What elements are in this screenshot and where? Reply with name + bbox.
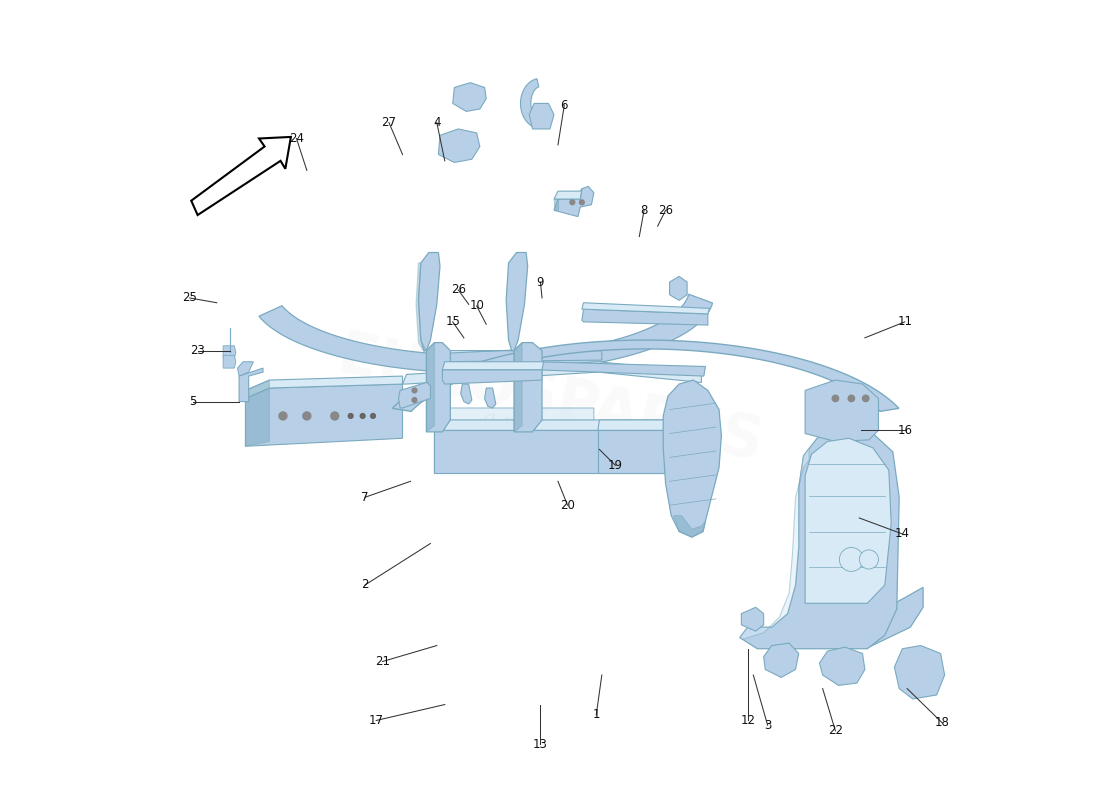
Polygon shape xyxy=(427,342,434,432)
Text: ferrari: ferrari xyxy=(507,432,593,472)
Circle shape xyxy=(570,200,574,205)
Circle shape xyxy=(302,412,311,420)
Text: 21: 21 xyxy=(375,655,390,668)
Text: 24: 24 xyxy=(289,132,304,145)
Text: 12: 12 xyxy=(740,714,756,727)
Polygon shape xyxy=(582,302,710,314)
Polygon shape xyxy=(453,82,486,111)
Polygon shape xyxy=(514,342,522,432)
Polygon shape xyxy=(416,263,427,352)
Text: 15: 15 xyxy=(446,315,460,328)
Text: 14: 14 xyxy=(895,527,910,541)
Text: 16: 16 xyxy=(898,424,912,437)
Circle shape xyxy=(412,388,417,393)
Circle shape xyxy=(833,395,838,402)
Polygon shape xyxy=(582,309,708,325)
Polygon shape xyxy=(434,408,597,474)
Polygon shape xyxy=(238,362,253,376)
Polygon shape xyxy=(529,103,554,129)
Text: 23: 23 xyxy=(190,344,205,357)
Circle shape xyxy=(349,414,353,418)
Polygon shape xyxy=(258,294,713,373)
Text: 26: 26 xyxy=(451,283,465,297)
Text: 18: 18 xyxy=(935,716,949,730)
Circle shape xyxy=(331,412,339,420)
Circle shape xyxy=(279,412,287,420)
Polygon shape xyxy=(535,362,705,376)
Polygon shape xyxy=(434,430,702,474)
Text: 3: 3 xyxy=(764,718,771,732)
Circle shape xyxy=(848,395,855,402)
Text: 2: 2 xyxy=(361,578,368,591)
Polygon shape xyxy=(427,342,450,432)
Text: 10: 10 xyxy=(470,299,484,313)
Text: 7: 7 xyxy=(361,490,368,504)
Polygon shape xyxy=(434,420,703,430)
Circle shape xyxy=(361,414,365,418)
Polygon shape xyxy=(805,587,923,647)
Polygon shape xyxy=(670,277,688,300)
Polygon shape xyxy=(520,78,539,128)
Polygon shape xyxy=(739,448,810,639)
Text: 9: 9 xyxy=(537,275,544,289)
Polygon shape xyxy=(663,380,722,537)
Polygon shape xyxy=(554,186,594,217)
Circle shape xyxy=(371,414,375,418)
Text: a passion for: a passion for xyxy=(482,409,618,455)
Polygon shape xyxy=(763,643,799,678)
Polygon shape xyxy=(597,430,705,474)
Text: 27: 27 xyxy=(382,116,396,129)
Text: 20: 20 xyxy=(560,498,575,512)
Text: 5: 5 xyxy=(189,395,197,408)
Polygon shape xyxy=(398,382,430,408)
Polygon shape xyxy=(245,376,403,398)
Polygon shape xyxy=(805,380,879,442)
Text: 22: 22 xyxy=(828,724,843,738)
Text: 13: 13 xyxy=(534,738,548,751)
Circle shape xyxy=(859,550,879,569)
Polygon shape xyxy=(461,384,472,404)
Polygon shape xyxy=(434,346,602,360)
Polygon shape xyxy=(393,340,899,411)
Polygon shape xyxy=(739,426,899,649)
Polygon shape xyxy=(223,346,235,358)
Polygon shape xyxy=(191,137,290,215)
Text: 25: 25 xyxy=(183,291,197,305)
Text: EUROSPARES: EUROSPARES xyxy=(332,327,768,473)
Polygon shape xyxy=(820,647,865,686)
Polygon shape xyxy=(442,362,543,370)
Text: 17: 17 xyxy=(368,714,384,727)
Circle shape xyxy=(862,395,869,402)
Polygon shape xyxy=(442,370,542,384)
Text: 19: 19 xyxy=(608,459,623,472)
Text: 26: 26 xyxy=(658,204,673,217)
Polygon shape xyxy=(223,355,235,368)
Polygon shape xyxy=(554,189,582,199)
Circle shape xyxy=(839,547,864,571)
Circle shape xyxy=(580,200,584,205)
Polygon shape xyxy=(418,253,440,350)
Polygon shape xyxy=(403,362,702,384)
Polygon shape xyxy=(673,515,705,537)
Polygon shape xyxy=(506,253,528,350)
Polygon shape xyxy=(514,342,542,432)
Text: 4: 4 xyxy=(433,116,440,129)
Polygon shape xyxy=(554,199,558,210)
Text: 1: 1 xyxy=(593,709,600,722)
Polygon shape xyxy=(597,420,706,430)
Polygon shape xyxy=(245,380,270,446)
Polygon shape xyxy=(434,350,602,362)
Polygon shape xyxy=(741,607,763,631)
Text: 8: 8 xyxy=(640,204,648,217)
Polygon shape xyxy=(894,646,945,699)
Circle shape xyxy=(412,398,417,402)
Text: 11: 11 xyxy=(898,315,912,328)
Polygon shape xyxy=(805,438,891,603)
Polygon shape xyxy=(245,384,403,446)
Polygon shape xyxy=(485,388,496,408)
Text: 6: 6 xyxy=(561,98,568,111)
Polygon shape xyxy=(239,368,263,402)
Polygon shape xyxy=(439,129,480,162)
